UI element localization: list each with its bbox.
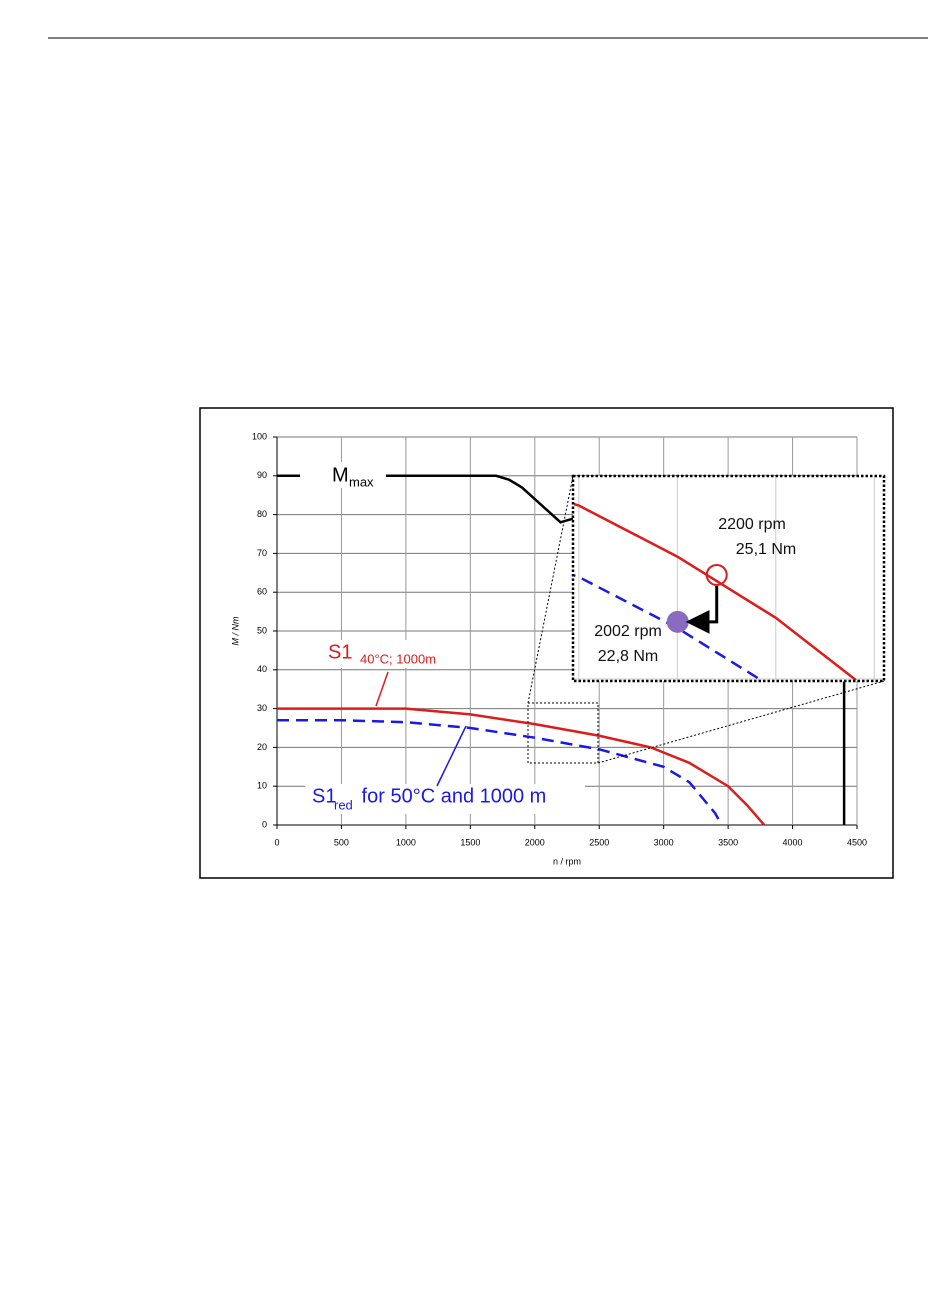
y-axis-label: M / Nm (230, 616, 240, 645)
series-line (277, 718, 723, 826)
operating-point (705, 563, 728, 586)
y-tick-label: 30 (257, 703, 267, 713)
y-tick-label: 80 (257, 509, 267, 519)
y-tick-label: 70 (257, 548, 267, 558)
series-label: S1 (312, 785, 336, 807)
series-line (277, 707, 766, 826)
y-tick-label: 40 (257, 664, 267, 674)
series-label-suffix: for 50°C and 1000 m (356, 785, 546, 807)
shift-arrow (685, 585, 719, 634)
y-tick-label: 60 (257, 587, 267, 597)
series-label: S1 (328, 641, 352, 663)
labels: M max S1 40°C; 1000m S1 red for 50°C and… (230, 462, 585, 866)
series-label-sub: red (334, 797, 353, 812)
leader-line (375, 671, 389, 707)
label-bg (300, 640, 455, 668)
inset-frame (571, 474, 886, 683)
zoom-source-box (527, 702, 599, 764)
inset-background (573, 476, 884, 681)
x-tick-label: 4500 (847, 837, 867, 847)
x-tick-label: 1000 (396, 837, 416, 847)
x-tick-label: 500 (334, 837, 349, 847)
x-tick-label: 0 (274, 837, 279, 847)
y-tick-label: 0 (262, 819, 267, 829)
series-label: M (332, 464, 349, 486)
zoom-connector (527, 475, 574, 704)
x-tick-label: 3000 (654, 837, 674, 847)
series-label-sub: max (349, 474, 374, 489)
inset-series-line (574, 502, 857, 680)
annotation-label: 22,8 Nm (598, 648, 658, 665)
leader-line (436, 725, 467, 787)
operating-point (666, 610, 689, 633)
x-tick-label: 2500 (589, 837, 609, 847)
annotation-label: 2200 rpm (718, 516, 786, 533)
label-bg (300, 462, 386, 488)
zoom-connector (597, 680, 885, 764)
y-tick-label: 10 (257, 781, 267, 791)
series-label-sub: 40°C; 1000m (360, 651, 436, 666)
zoom (527, 474, 886, 764)
x-tick-label: 3500 (718, 837, 738, 847)
y-tick-label: 50 (257, 625, 267, 635)
y-tick-label: 20 (257, 742, 267, 752)
x-axis-label: n / rpm (553, 856, 581, 866)
label-bg (305, 784, 585, 814)
series-line (277, 474, 574, 524)
y-tick-label: 100 (252, 431, 267, 441)
x-tick-label: 1500 (460, 837, 480, 847)
x-tick-label: 2000 (525, 837, 545, 847)
annotation-label: 25,1 Nm (736, 541, 796, 558)
annotation-label: 2002 rpm (594, 623, 662, 640)
x-tick-label: 4000 (783, 837, 803, 847)
y-tick-label: 90 (257, 470, 267, 480)
